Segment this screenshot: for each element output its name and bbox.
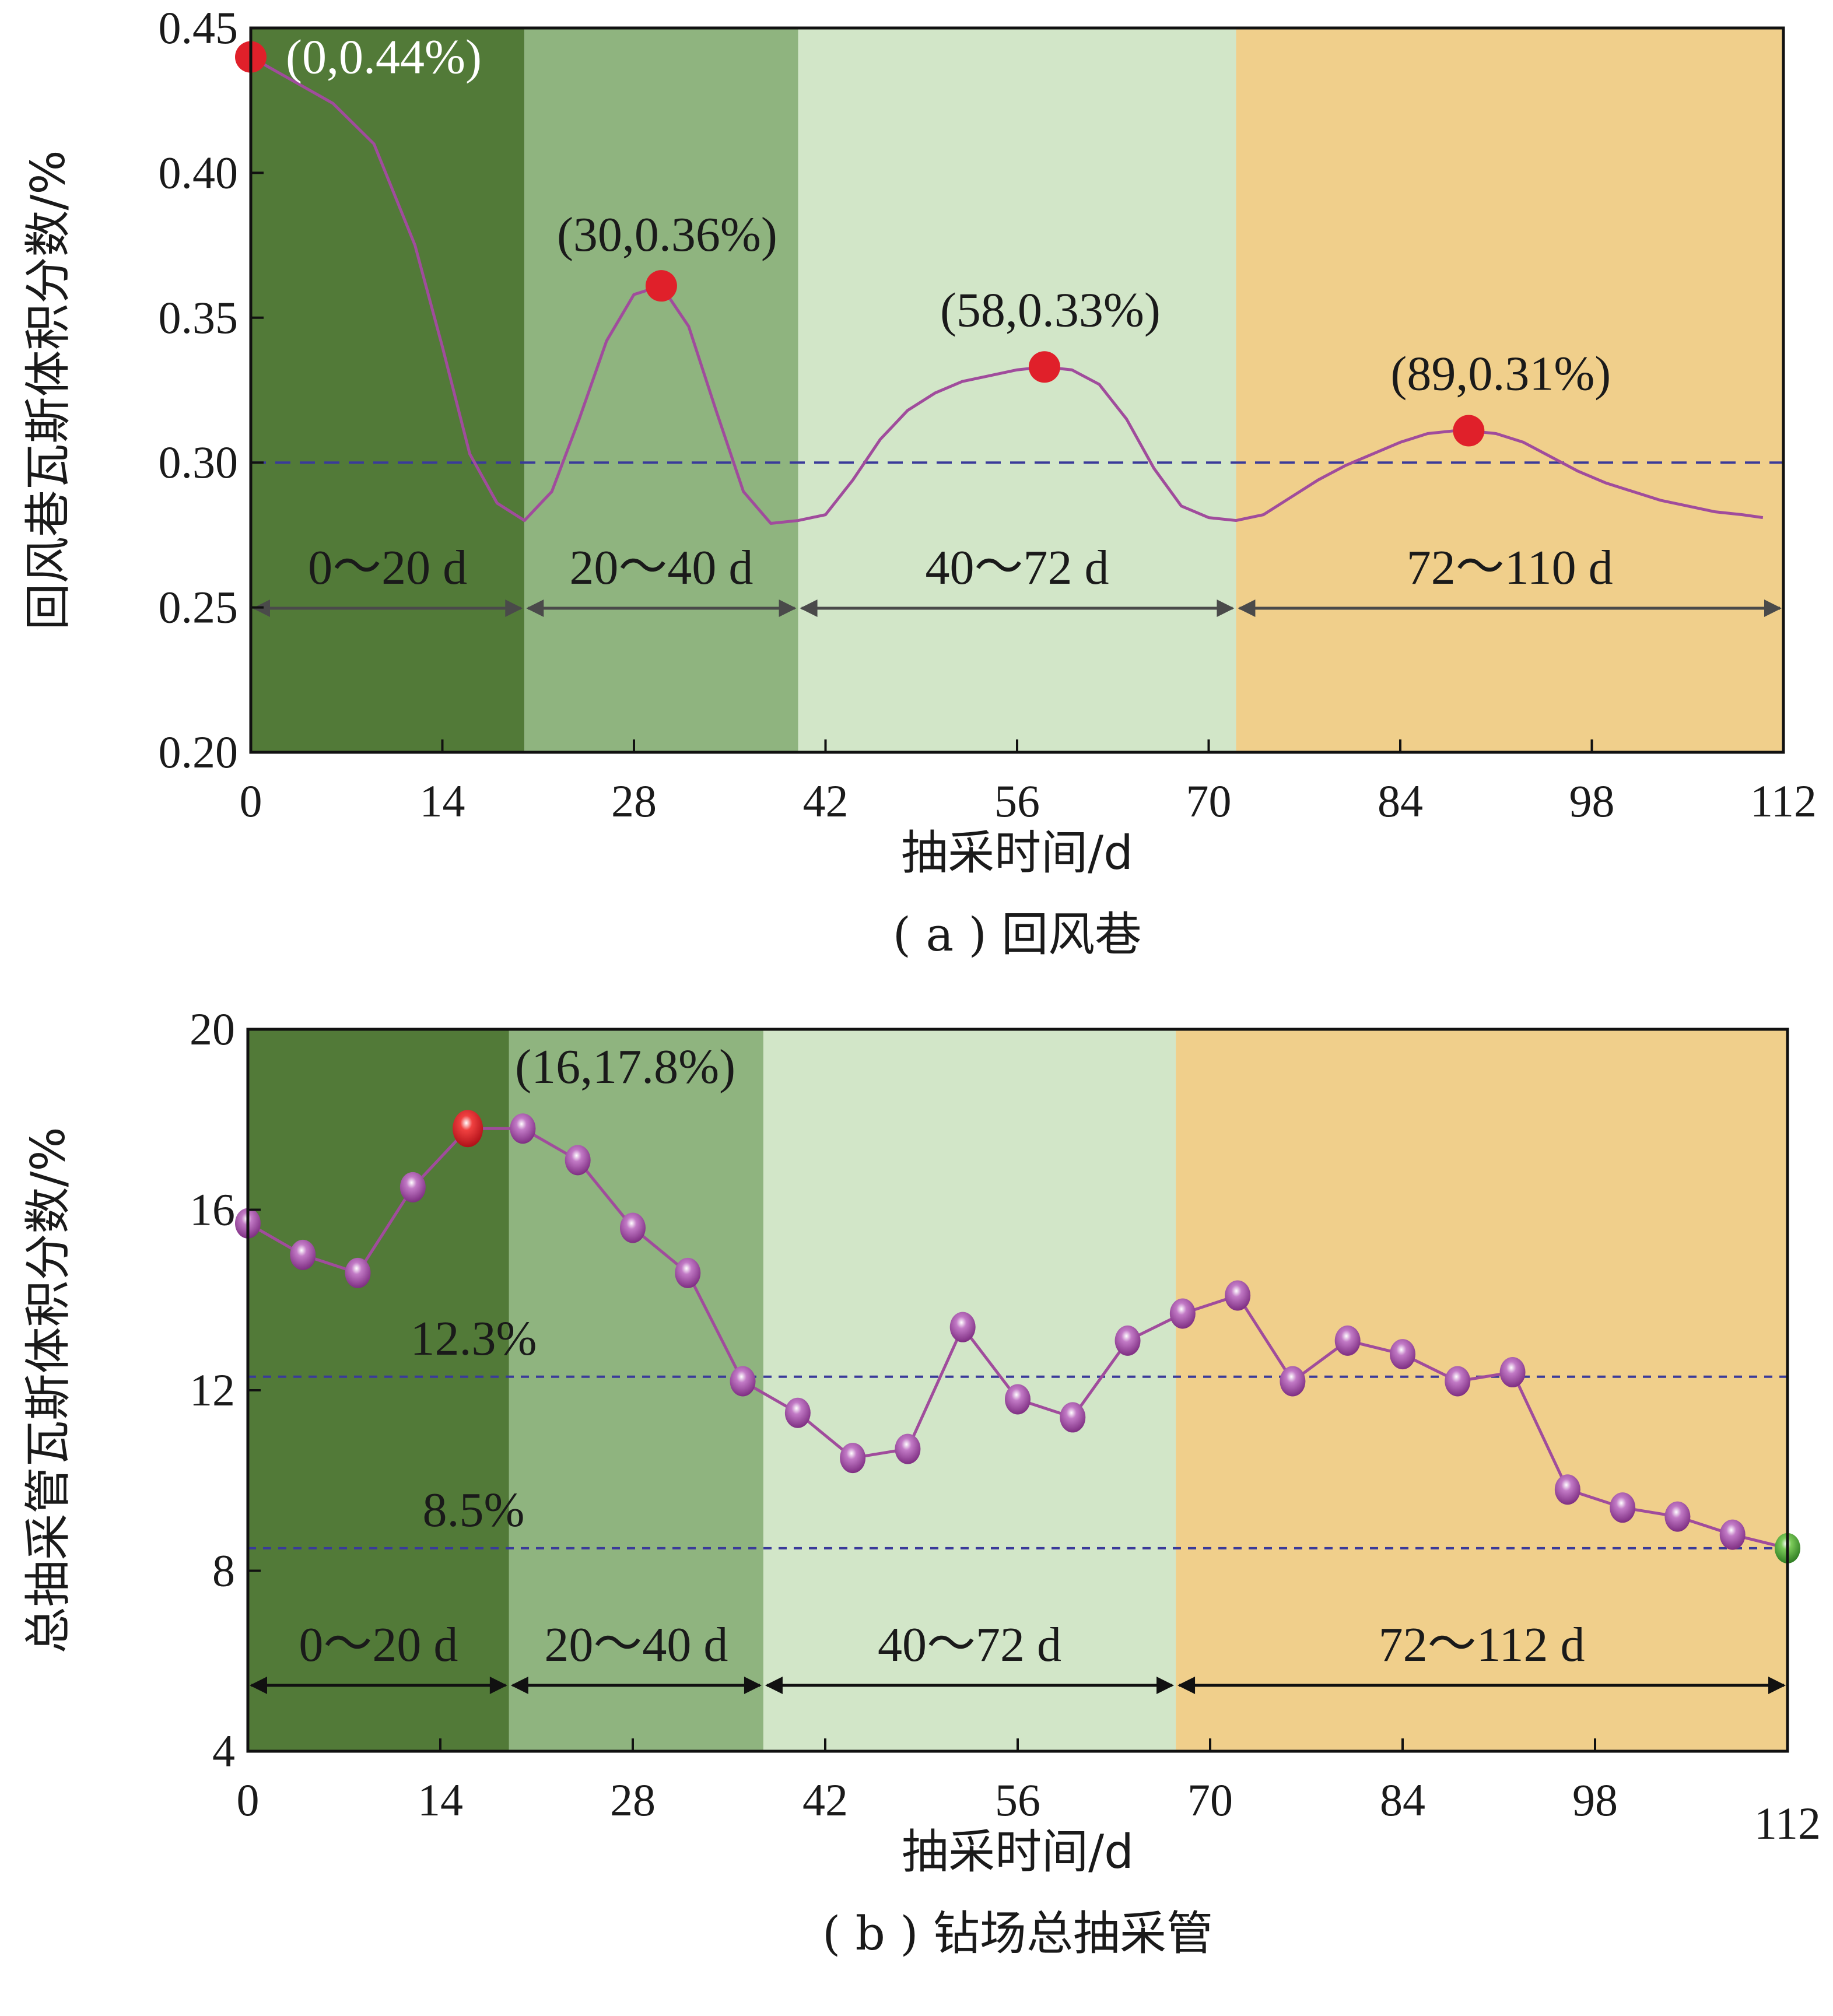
x-tick-label: 70	[1187, 1775, 1233, 1825]
x-axis-label: 抽采时间/d	[902, 1825, 1134, 1879]
data-point	[290, 1239, 316, 1270]
data-point	[1610, 1492, 1636, 1523]
reference-line-label: 12.3%	[411, 1312, 537, 1366]
stage-band	[798, 28, 1236, 752]
y-tick-label: 8	[212, 1545, 235, 1596]
y-tick-label: 0.35	[159, 292, 239, 343]
data-point	[1390, 1339, 1415, 1370]
x-tick-label: 28	[610, 1775, 656, 1825]
data-point	[1225, 1280, 1251, 1311]
x-tick-label: 56	[994, 776, 1040, 826]
data-point	[730, 1366, 756, 1397]
data-point	[895, 1433, 921, 1464]
y-tick-label: 20	[190, 1004, 235, 1054]
x-tick-label: 98	[1569, 776, 1615, 826]
stage-band	[1236, 28, 1783, 752]
data-point	[510, 1113, 536, 1144]
peak-label: (30,0.36%)	[557, 208, 777, 262]
stage-label: 20～40 d	[544, 1618, 728, 1672]
peak-marker	[645, 270, 677, 302]
x-tick-label: 14	[420, 776, 465, 826]
stage-label: 0～20 d	[299, 1618, 458, 1672]
x-tick-label: 14	[418, 1775, 463, 1825]
peak-marker	[1028, 351, 1060, 383]
peak-marker	[1453, 415, 1485, 447]
x-tick-label: 42	[802, 1775, 848, 1825]
data-point	[1280, 1366, 1306, 1397]
x-tick-label: 0	[240, 776, 262, 826]
data-point	[784, 1397, 811, 1428]
data-point	[620, 1212, 646, 1243]
y-tick-label: 0.25	[159, 582, 239, 633]
stage-band	[1176, 1029, 1788, 1751]
data-point	[565, 1145, 591, 1176]
y-tick-label: 0.20	[159, 727, 239, 777]
stage-band	[251, 28, 525, 752]
data-point	[345, 1257, 371, 1288]
stage-label: 40～72 d	[878, 1618, 1061, 1672]
data-point	[949, 1312, 976, 1342]
chart-b: 12.3% 8.5% 0～20 d 20～40 d 40～72 d 72～112 d (16…	[21, 1004, 1821, 1961]
data-point	[1445, 1366, 1471, 1397]
x-tick-label: 98	[1572, 1775, 1618, 1825]
y-tick-label: 0.30	[159, 437, 239, 488]
stage-band	[509, 1029, 763, 1751]
y-tick-label: 0.40	[159, 147, 239, 198]
data-point	[1499, 1357, 1526, 1388]
stage-label: 0～20 d	[308, 541, 467, 595]
peak-label: (89,0.31%)	[1390, 347, 1611, 401]
x-tick-label: 56	[995, 1775, 1040, 1825]
data-point	[1719, 1519, 1746, 1550]
data-point	[1664, 1501, 1691, 1532]
peak-label: (0,0.44%)	[286, 30, 482, 85]
x-tick-label: 112	[1750, 776, 1817, 826]
x-tick-label: 28	[611, 776, 657, 826]
stage-band	[763, 1029, 1176, 1751]
data-point	[1005, 1384, 1031, 1415]
x-tick-label: 42	[803, 776, 849, 826]
x-tick-label: 112	[1754, 1798, 1821, 1849]
y-axis-label: 总抽采管瓦斯体积分数/%	[21, 1127, 75, 1654]
y-tick-label: 16	[190, 1184, 235, 1235]
reference-line-label: 8.5%	[423, 1483, 525, 1537]
chart-a: 0～20 d 20～40 d 40～72 d 72～110 d (0,0.44%) (30…	[21, 2, 1817, 962]
x-axis-label: 抽采时间/d	[901, 826, 1133, 880]
stage-band	[524, 28, 798, 752]
x-tick-label: 84	[1378, 776, 1423, 826]
data-point	[1554, 1474, 1580, 1505]
y-axis-label: 回风巷瓦斯体积分数/%	[21, 150, 75, 630]
chart-caption: ( b ) 钻场总抽采管	[822, 1906, 1213, 1961]
x-tick-label: 70	[1186, 776, 1232, 826]
peak-label: (16,17.8%)	[515, 1040, 735, 1094]
stage-label: 72～110 d	[1407, 541, 1613, 595]
peak-label: (58,0.33%)	[940, 283, 1161, 337]
data-point	[1334, 1325, 1361, 1356]
y-tick-label: 4	[212, 1726, 235, 1776]
stage-label: 20～40 d	[569, 541, 753, 595]
y-tick-label: 0.45	[159, 2, 239, 53]
x-tick-label: 84	[1380, 1775, 1425, 1825]
stage-label: 40～72 d	[925, 541, 1109, 595]
chart-caption: ( a ) 回风巷	[893, 907, 1141, 962]
data-point	[1114, 1325, 1141, 1356]
stage-label: 72～112 d	[1379, 1618, 1585, 1672]
data-point	[453, 1110, 483, 1148]
data-point	[840, 1443, 866, 1474]
stage-band	[248, 1029, 509, 1751]
x-tick-label: 0	[237, 1775, 260, 1825]
data-point	[675, 1257, 701, 1288]
data-point	[1169, 1298, 1196, 1329]
data-point	[1060, 1402, 1086, 1433]
y-tick-label: 12	[190, 1365, 235, 1415]
data-point	[399, 1172, 426, 1202]
